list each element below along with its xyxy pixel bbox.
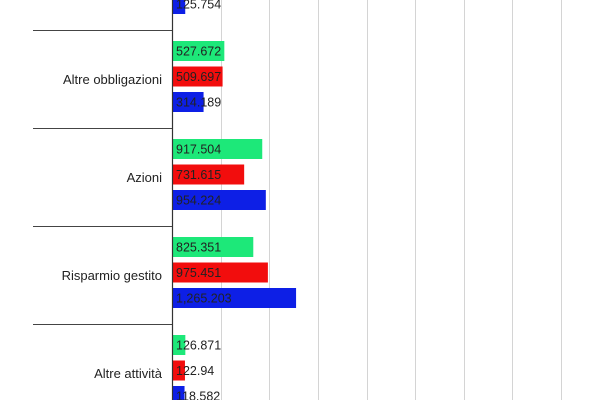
bar [173,0,186,14]
bar [173,164,245,185]
category-label: Altre obbligazioni [63,72,162,87]
category-label: Altre attività [94,366,163,381]
data-label: 954.224 [176,194,221,208]
data-label: 126.871 [176,339,221,353]
data-label: 917.504 [176,143,221,157]
bar [173,237,254,257]
data-label: 314.189 [176,96,221,110]
bar [173,66,223,87]
data-label: 1,265.203 [176,292,232,306]
data-label: 975.451 [176,266,221,280]
bar [173,386,185,400]
data-label: 122.94 [176,364,214,378]
bar [173,139,263,159]
category-label: Risparmio gestito [62,268,162,283]
category-label: Azioni [127,170,163,185]
data-label: 118.582 [176,390,220,400]
bar [173,288,297,308]
data-label: 125.754 [176,0,221,12]
bar [173,41,225,61]
bar [173,335,186,355]
data-label: 731.615 [176,168,221,182]
bar [173,262,268,283]
bar [173,360,185,381]
bar [173,92,204,112]
data-label: 825.351 [176,241,221,255]
bar [173,190,266,210]
data-label: 509.697 [176,70,221,84]
data-label: 527.672 [176,45,221,59]
